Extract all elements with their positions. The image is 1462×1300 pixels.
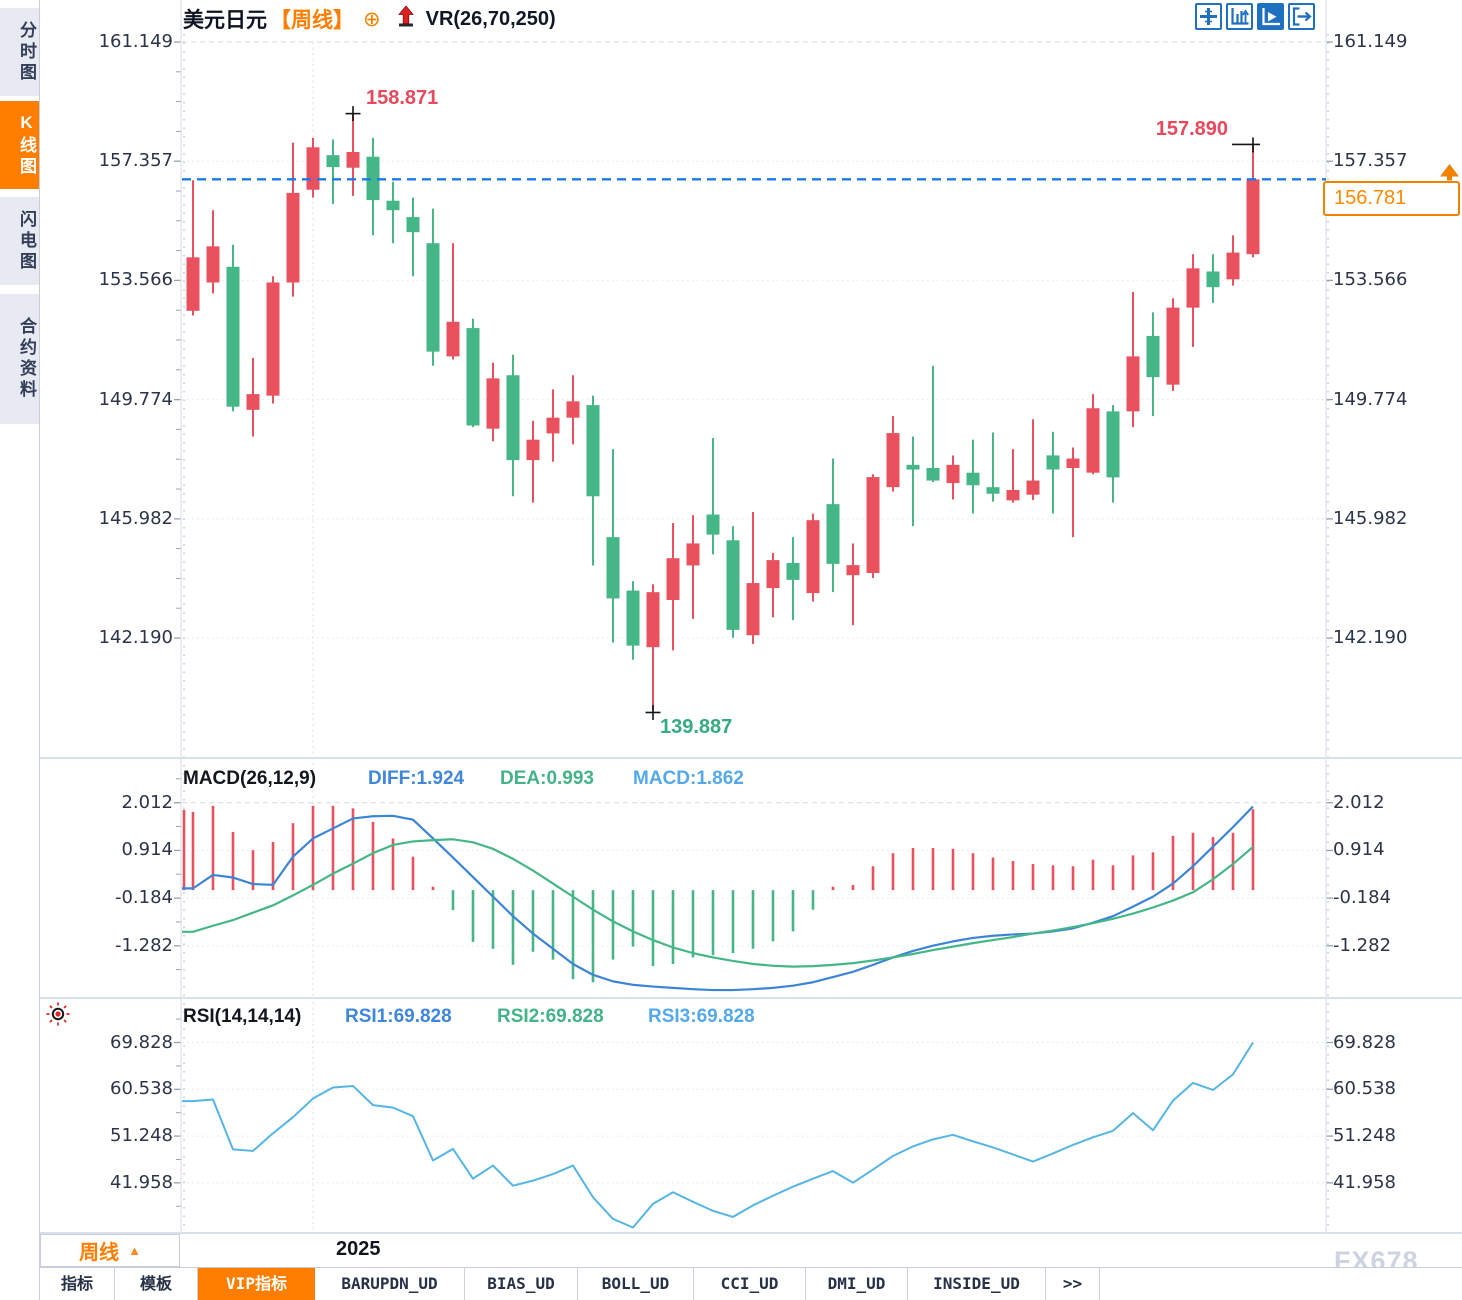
sidebar-item-timeline[interactable]: 分时图 [0, 8, 39, 96]
macd-macd-value: MACD:1.862 [633, 768, 744, 789]
pane-exit-icon[interactable] [1288, 3, 1315, 30]
pan-crosshair-icon[interactable] [1195, 3, 1222, 30]
axis-play-icon[interactable] [1257, 3, 1284, 30]
recent-high-label: 157.890 [1155, 118, 1228, 140]
tab-bias-ud[interactable]: BIAS_UD [465, 1268, 578, 1300]
chart-toolbar [1195, 3, 1315, 30]
rsi2-value: RSI2:69.828 [497, 1006, 604, 1027]
tab-inside-ud[interactable]: INSIDE_UD [908, 1268, 1046, 1300]
rsi1-value: RSI1:69.828 [345, 1006, 452, 1027]
add-indicator-icon[interactable]: ⊕ [363, 7, 381, 31]
tab-boll-ud[interactable]: BOLL_UD [578, 1268, 694, 1300]
chevron-up-icon: ▲ [128, 1243, 141, 1258]
tab-dmi-ud[interactable]: DMI_UD [806, 1268, 908, 1300]
vr-indicator-label: VR(26,70,250) [425, 7, 556, 30]
tab-templates[interactable]: 模板 [115, 1268, 198, 1300]
sidebar-item-kline[interactable]: K线图 [0, 101, 39, 189]
x-axis-year-label: 2025 [336, 1238, 381, 1260]
current-price-badge: 156.781 [1323, 181, 1460, 216]
tab-more[interactable]: >> [1046, 1268, 1100, 1300]
macd-diff-value: DIFF:1.924 [368, 768, 465, 789]
sidebar-item-lightning[interactable]: 闪电图 [0, 197, 39, 285]
macd-title: MACD(26,12,9) [183, 768, 317, 789]
period-tag: 【周线】 [270, 9, 354, 32]
macd-dea-value: DEA:0.993 [500, 768, 594, 789]
tab-indicators[interactable]: 指标 [40, 1268, 115, 1300]
rsi3-value: RSI3:69.828 [648, 1006, 755, 1027]
brightness-icon[interactable] [45, 1001, 71, 1032]
swing-low-label: 139.887 [660, 716, 733, 738]
sidebar-item-contract-info[interactable]: 合约资料 [0, 294, 39, 424]
rsi-title: RSI(14,14,14) [183, 1006, 302, 1027]
tab-cci-ud[interactable]: CCI_UD [694, 1268, 806, 1300]
sidebar: 分时图 K线图 闪电图 合约资料 [0, 0, 40, 1300]
symbol-title: 美元日元 [183, 9, 267, 32]
period-selector[interactable]: 周线 ▲ [40, 1234, 180, 1267]
chart-header: 美元日元 【周线】 ⊕ VR(26,70,250) [183, 5, 556, 33]
swing-high-label: 158.871 [366, 87, 439, 109]
tab-vip-indicators[interactable]: VIP指标 [198, 1268, 315, 1300]
tab-barupdn-ud[interactable]: BARUPDN_UD [315, 1268, 465, 1300]
period-selector-label: 周线 [79, 1242, 120, 1264]
price-up-arrow-icon [1439, 164, 1460, 186]
axis-bars-icon[interactable] [1226, 3, 1253, 30]
up-arrow-icon [396, 5, 416, 33]
indicator-tabbar: 指标 模板 VIP指标 BARUPDN_UD BIAS_UD BOLL_UD C… [0, 1267, 1462, 1300]
